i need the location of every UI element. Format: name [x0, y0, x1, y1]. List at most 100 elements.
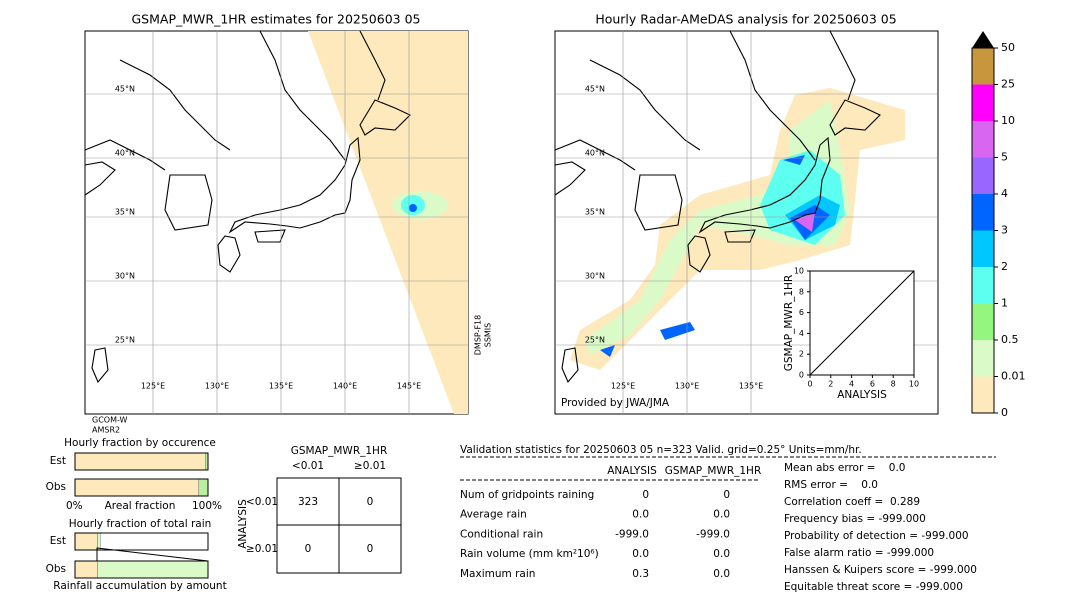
lon-label: 145°E	[397, 382, 421, 391]
score: Probability of detection = -999.000	[784, 530, 969, 542]
x-tick-label: 2	[828, 380, 833, 389]
lon-label: 135°E	[739, 382, 763, 391]
colorbar-label: 10	[1001, 114, 1015, 127]
x-tick-label: 0	[807, 380, 812, 389]
colorbar-extend	[972, 31, 994, 48]
y-tick-label: 8	[799, 287, 804, 296]
colorbar-segment	[972, 157, 994, 194]
swath	[308, 31, 468, 414]
y-tick-label: 10	[794, 267, 804, 276]
col-header: ANALYSIS	[607, 465, 657, 477]
colorbar-label: 0.5	[1001, 333, 1019, 346]
stat-value: 0.0	[713, 568, 730, 580]
row-header: ≥0.01	[246, 543, 278, 555]
colorbar-segment	[972, 267, 994, 304]
score: Frequency bias = -999.000	[784, 513, 926, 525]
score: Correlation coeff = 0.289	[784, 496, 920, 508]
col-header: ≥0.01	[354, 460, 386, 472]
lat-label: 35°N	[585, 208, 605, 217]
colorbar-segment	[972, 303, 994, 340]
chart-title: Hourly fraction by occurence	[64, 437, 216, 449]
lon-label: 125°E	[611, 382, 635, 391]
table-title: GSMAP_MWR_1HR	[291, 445, 387, 457]
row-label: Obs	[46, 563, 66, 575]
stat-value: 0.0	[632, 548, 649, 560]
map-title: GSMAP_MWR_1HR estimates for 20250603 05	[132, 12, 421, 27]
stat-value: 0.3	[632, 568, 649, 580]
fraction-bar	[97, 560, 209, 579]
bar-frame	[74, 452, 209, 471]
fraction-bar	[97, 532, 101, 551]
lat-label: 45°N	[585, 85, 605, 94]
fraction-bar	[74, 478, 199, 497]
lon-label: 125°E	[141, 382, 165, 391]
colorbar-label: 0.01	[1001, 370, 1026, 383]
cell: 323	[298, 496, 318, 508]
stat-label: Average rain	[460, 509, 527, 521]
fraction-bar	[74, 532, 98, 551]
colorbar-label: 25	[1001, 78, 1015, 91]
stat-value: 0	[723, 489, 730, 501]
row-axis: ANALYSIS	[237, 499, 249, 549]
lat-label: 35°N	[115, 208, 135, 217]
x-tick-label: 4	[849, 380, 854, 389]
score: Equitable threat score = -999.000	[784, 581, 963, 593]
contingency-table: GSMAP_MWR_1HR <0.01 ≥0.01 ANALYSIS <0.01…	[237, 445, 402, 574]
row-label: Est	[50, 535, 66, 547]
colorbar: 0 0.01 0.5 1 2 3 4 5 10 25 50	[971, 31, 1026, 419]
x-tick-label: 6	[870, 380, 875, 389]
lon-label: 130°E	[205, 382, 229, 391]
colorbar-label: 2	[1001, 260, 1008, 273]
left-map: 45°N 40°N 35°N 30°N 25°N 125°E 130°E 135°E 140°E…	[84, 12, 493, 435]
colorbar-segment	[972, 340, 994, 377]
axis-label: 100%	[192, 500, 222, 512]
fraction-bar	[74, 560, 98, 579]
lat-label: 40°N	[585, 149, 605, 158]
y-tick-label: 2	[799, 350, 804, 359]
score: RMS error = 0.0	[784, 479, 878, 491]
colorbar-segment	[972, 376, 994, 413]
colorbar-label: 4	[1001, 187, 1008, 200]
right-map: 45°N 40°N 35°N 30°N 25°N 125°E 130°E 135°E Hour…	[554, 12, 939, 415]
stat-value: 0	[642, 489, 649, 501]
colorbar-label: 3	[1001, 224, 1008, 237]
cell: 0	[367, 496, 374, 508]
colorbar-segment	[972, 230, 994, 267]
stat-label: Maximum rain	[460, 568, 535, 580]
x-axis-label: ANALYSIS	[837, 389, 887, 401]
bar-frame	[74, 478, 209, 497]
lon-label: 140°E	[333, 382, 357, 391]
colorbar-segment	[972, 48, 994, 85]
fraction-charts: Hourly fraction by occurence Hourly frac…	[46, 437, 227, 592]
y-axis-label: GSMAP_MWR_1HR	[783, 275, 795, 371]
lat-label: 40°N	[115, 149, 135, 158]
score: Mean abs error = 0.0	[784, 462, 905, 474]
axis-label: Rainfall accumulation by amount	[53, 580, 226, 592]
stat-value: 0.0	[713, 509, 730, 521]
rain-area	[585, 100, 850, 355]
row-label: Est	[50, 455, 66, 467]
stat-value: 0.0	[713, 548, 730, 560]
colorbar-label: 1	[1001, 297, 1008, 310]
x-tick-label: 8	[891, 380, 896, 389]
colorbar-label: 50	[1001, 41, 1015, 54]
score: False alarm ratio = -999.000	[784, 547, 934, 559]
colorbar-label: 5	[1001, 151, 1008, 164]
row-label: Obs	[46, 481, 66, 493]
map-title: Hourly Radar-AMeDAS analysis for 2025060…	[595, 12, 896, 27]
colorbar-segment	[972, 194, 994, 231]
colorbar-segment	[972, 121, 994, 158]
axis-label: 0%	[66, 500, 83, 512]
credit: Provided by JWA/JMA	[561, 397, 670, 409]
fraction-bar	[198, 478, 209, 497]
stat-value: 0.0	[632, 509, 649, 521]
fraction-bar	[74, 452, 206, 471]
chart-title: Hourly fraction of total rain	[69, 518, 212, 530]
stat-label: Rain volume (mm km²10⁶)	[460, 548, 599, 560]
row-header: <0.01	[246, 496, 278, 508]
lat-label: 30°N	[115, 272, 135, 281]
rain-area	[409, 204, 417, 212]
lat-label: 45°N	[115, 85, 135, 94]
swath-label: SSMIS	[484, 323, 493, 348]
